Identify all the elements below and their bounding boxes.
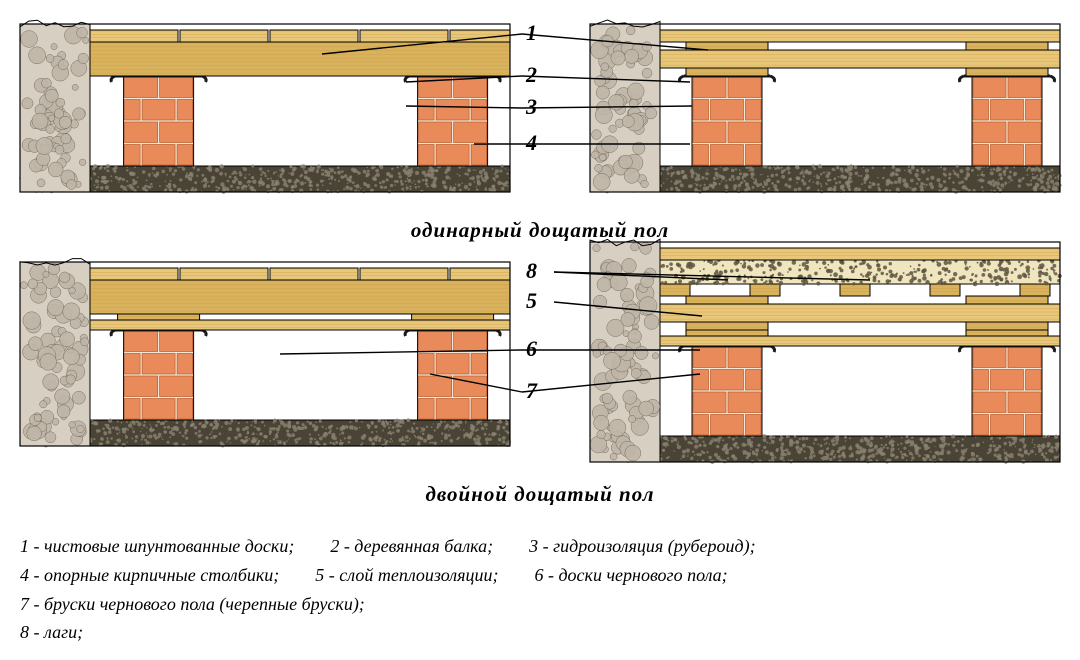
legend-item-7: 7 - бруски чернового пола (черепные брус… bbox=[20, 590, 365, 619]
legend-item-1: 1 - чистовые шпунтованные доски; bbox=[20, 532, 294, 561]
callout-8: 8 bbox=[526, 258, 537, 284]
callout-2: 2 bbox=[526, 62, 537, 88]
title-single: одинарный дощатый пол bbox=[0, 218, 1080, 243]
callout-5: 5 bbox=[526, 288, 537, 314]
callout-1: 1 bbox=[526, 20, 537, 46]
legend-item-4: 4 - опорные кирпичные столбики; bbox=[20, 561, 279, 590]
callout-4: 4 bbox=[526, 130, 537, 156]
callout-7: 7 bbox=[526, 378, 537, 404]
legend-item-5: 5 - слой теплоизоляции; bbox=[315, 561, 498, 590]
title-double: двойной дощатый пол bbox=[0, 482, 1080, 507]
legend-item-6: 6 - доски чернового пола; bbox=[534, 561, 727, 590]
legend-item-2: 2 - деревянная балка; bbox=[330, 532, 493, 561]
legend-item-8: 8 - лаги; bbox=[20, 618, 83, 647]
legend: 1 - чистовые шпунтованные доски; 2 - дере… bbox=[20, 532, 1060, 647]
callout-3: 3 bbox=[526, 94, 537, 120]
legend-item-3: 3 - гидроизоляция (рубероид); bbox=[529, 532, 755, 561]
callout-6: 6 bbox=[526, 336, 537, 362]
